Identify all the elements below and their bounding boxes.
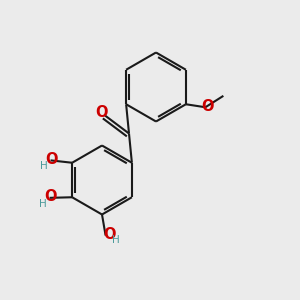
Text: H: H (40, 161, 48, 171)
Text: O: O (45, 152, 58, 166)
Text: O: O (44, 189, 56, 204)
Text: H: H (112, 235, 119, 245)
Text: O: O (103, 227, 116, 242)
Text: H: H (39, 199, 47, 209)
Text: O: O (202, 99, 214, 114)
Text: O: O (95, 105, 108, 120)
